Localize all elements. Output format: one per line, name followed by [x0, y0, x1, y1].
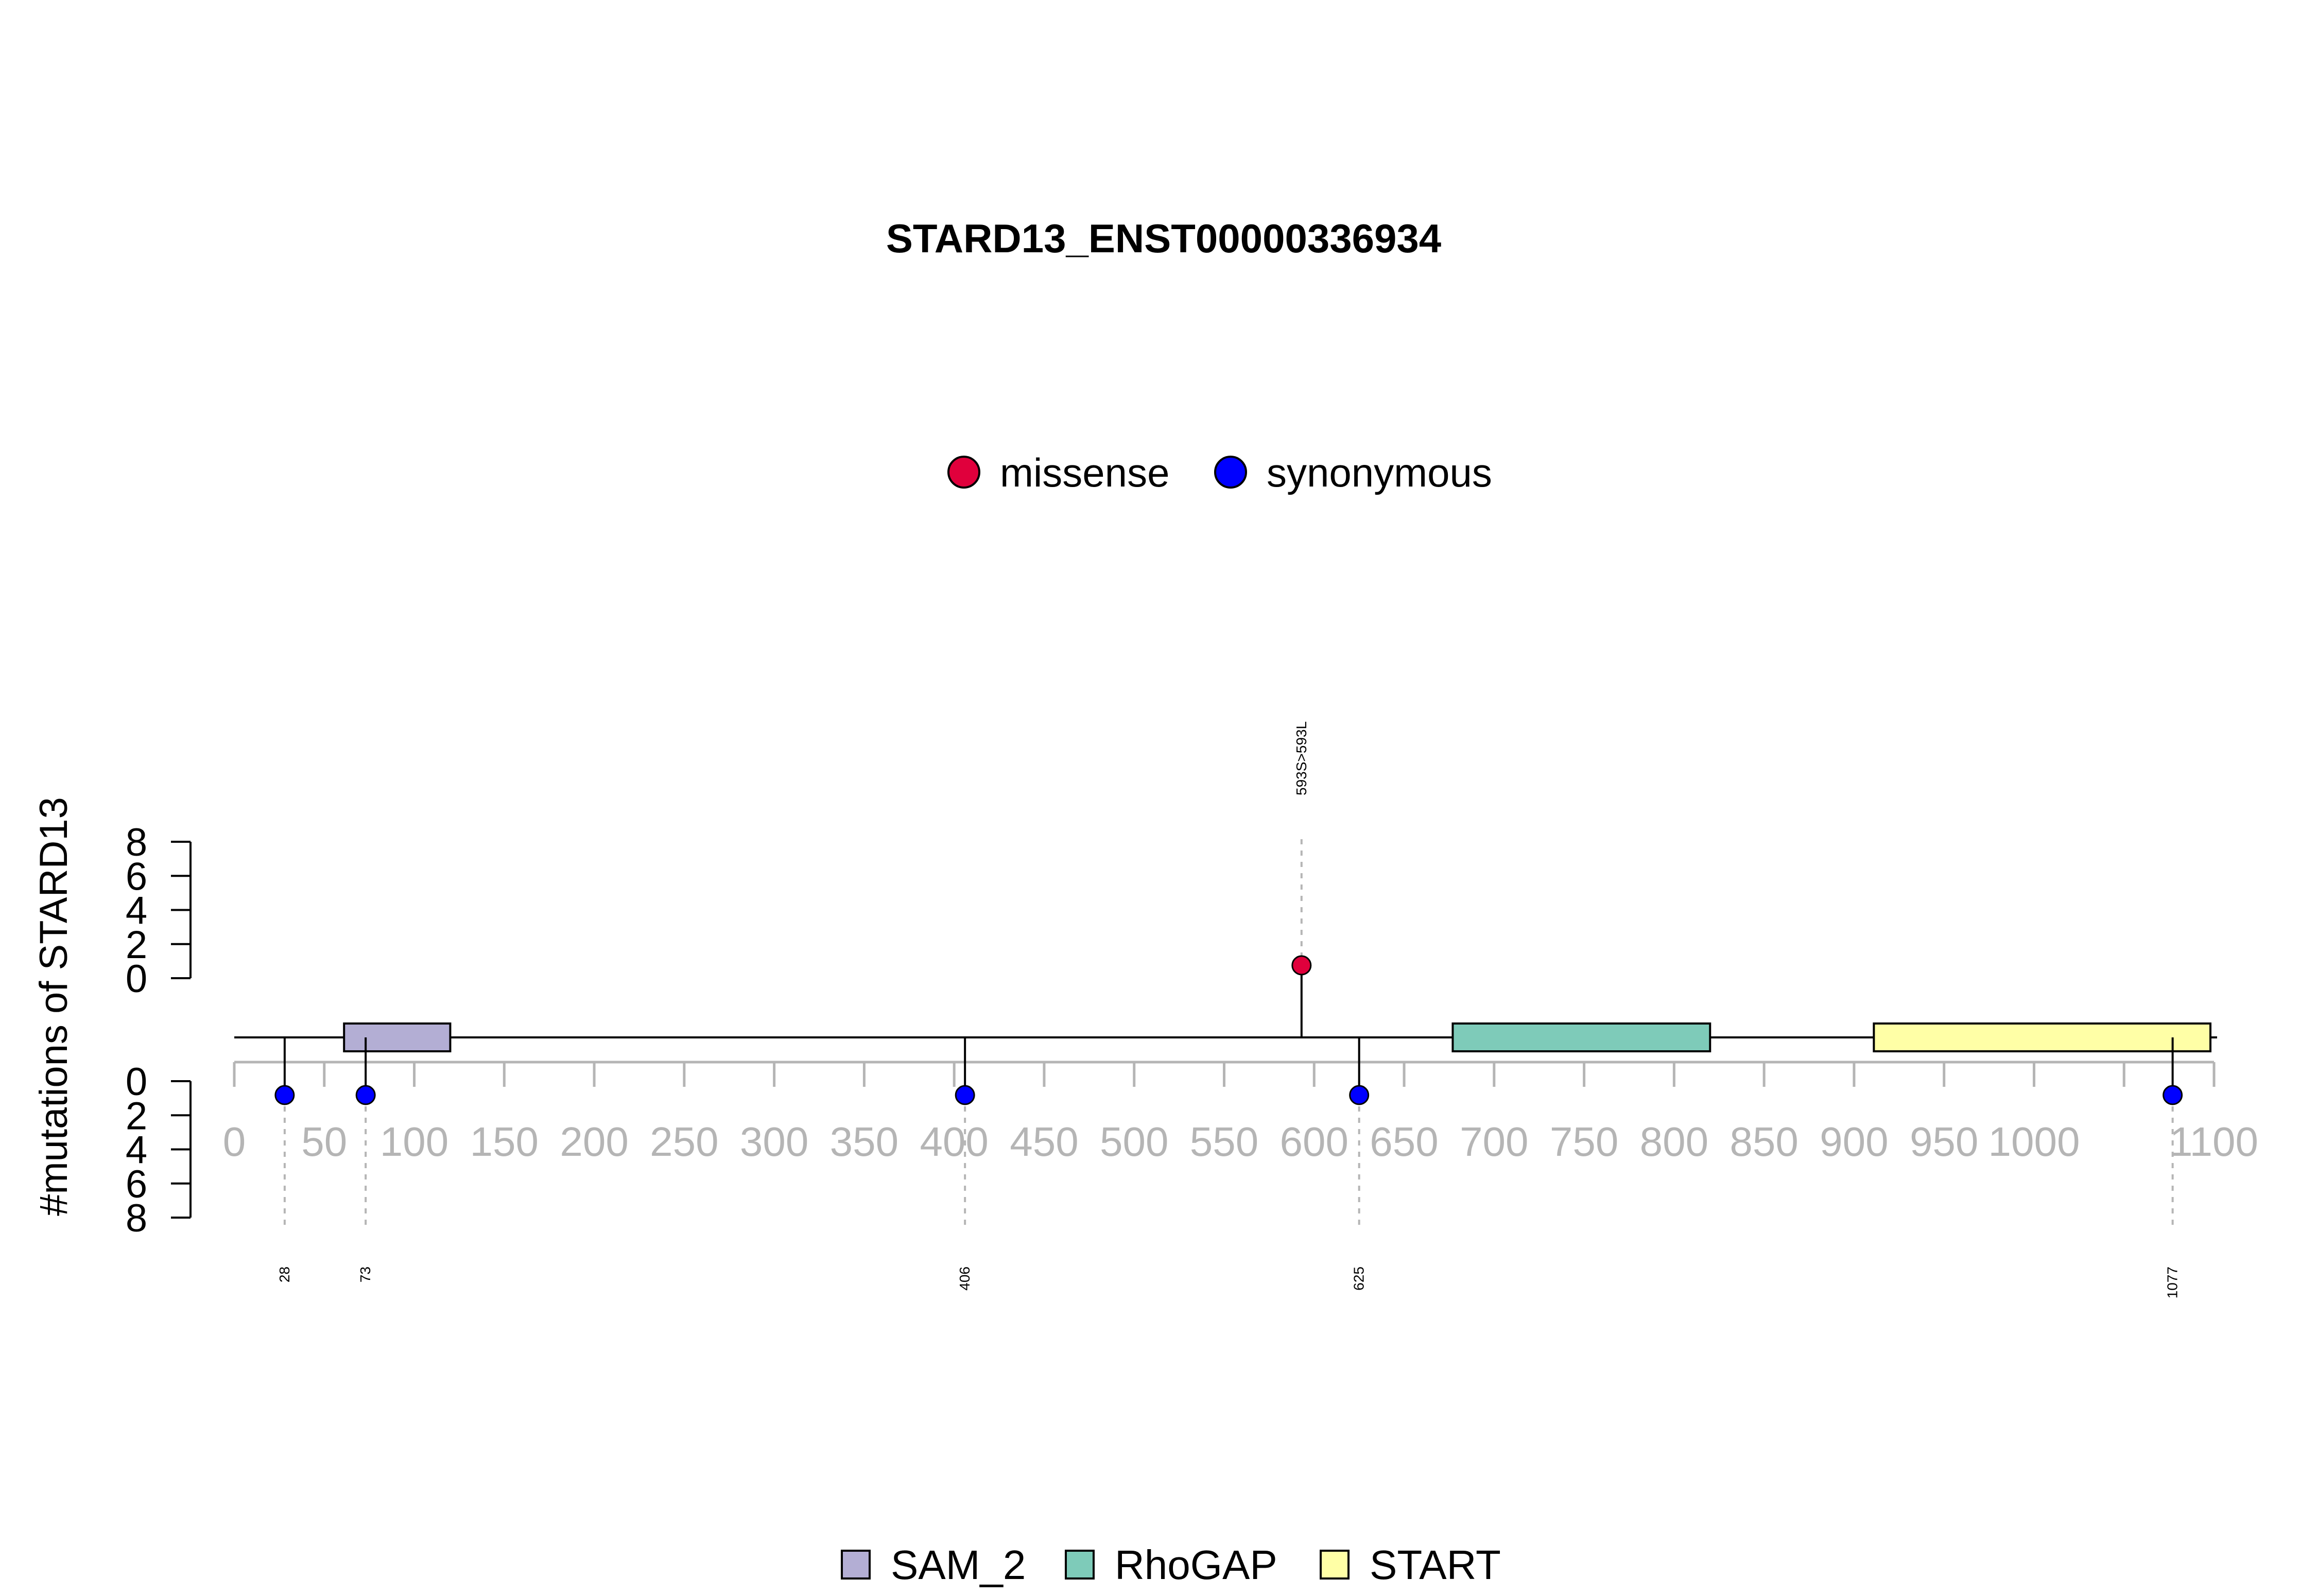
x-tick-label: 800 — [1640, 1119, 1708, 1165]
x-tick-label: 450 — [1010, 1119, 1078, 1165]
mutation-label: 625 — [1351, 1267, 1367, 1291]
x-tick-label: 100 — [380, 1119, 448, 1165]
mutation-point-synonymous — [2163, 1085, 2183, 1105]
protein-domains — [343, 1022, 2212, 1052]
y-bottom-tick-label: 4 — [126, 1129, 147, 1172]
mutation-label: 1077 — [2165, 1267, 2181, 1298]
legend-swatch-rhogap — [1065, 1550, 1095, 1580]
mutation-point-synonymous — [274, 1085, 295, 1105]
domain-sam-2 — [343, 1022, 452, 1052]
x-axis: 0 50 100 150 200 250 300 350 400 450 500 550 600 650 7… — [223, 1061, 2258, 1165]
mutation-label: 73 — [357, 1267, 373, 1282]
chart-title: STARD13_ENST00000336934 — [886, 216, 1441, 261]
legend-label-missense: missense — [1000, 450, 1169, 495]
y-top-tick-label: 2 — [126, 923, 147, 967]
mutation-lollipops: 593S>593L 28 73 406 625 1077 — [274, 721, 2183, 1298]
y-bottom-tick-label: 8 — [126, 1196, 147, 1240]
domain-rhogap — [1451, 1022, 1711, 1052]
x-tick-label: 850 — [1730, 1119, 1798, 1165]
legend-swatch-sam-2 — [841, 1550, 871, 1580]
legend-label-synonymous: synonymous — [1267, 450, 1492, 495]
y-axis-label: #mutations of STARD13 — [32, 797, 76, 1216]
legend-label-start: START — [1370, 1542, 1501, 1588]
y-top-tick-label: 6 — [126, 855, 147, 898]
x-tick-label: 600 — [1280, 1119, 1348, 1165]
x-tick-label: 1100 — [2170, 1119, 2258, 1165]
x-tick-label: 500 — [1100, 1119, 1168, 1165]
x-tick-label: 700 — [1460, 1119, 1528, 1165]
x-tick-label: 150 — [470, 1119, 539, 1165]
x-tick-label: 1000 — [1988, 1119, 2080, 1165]
mutation-type-legend: missense synonymous — [947, 450, 1492, 495]
x-tick-label: 300 — [740, 1119, 808, 1165]
domain-start — [1873, 1022, 2212, 1052]
domain-legend: SAM_2 RhoGAP START — [841, 1542, 1501, 1588]
mutation-label: 406 — [957, 1267, 973, 1291]
mutation-label: 28 — [276, 1267, 292, 1282]
x-tick-label: 900 — [1820, 1119, 1888, 1165]
x-tick-label: 350 — [830, 1119, 898, 1165]
mutation-point-missense — [1291, 955, 1312, 976]
y-top-tick-label: 4 — [126, 889, 147, 933]
x-tick-label: 950 — [1910, 1119, 1978, 1165]
y-bottom-tick-label: 0 — [126, 1060, 147, 1104]
legend-label-rhogap: RhoGAP — [1115, 1542, 1277, 1588]
x-tick-label: 550 — [1190, 1119, 1258, 1165]
x-tick-label: 0 — [223, 1119, 246, 1165]
y-top-tick-label: 8 — [126, 821, 147, 864]
y-bottom-tick-label: 6 — [126, 1163, 147, 1206]
legend-marker-missense — [947, 456, 980, 489]
mutation-point-synonymous — [1349, 1085, 1370, 1105]
x-tick-label: 200 — [560, 1119, 628, 1165]
legend-label-sam-2: SAM_2 — [891, 1542, 1026, 1588]
mutation-point-synonymous — [955, 1085, 975, 1105]
mutation-label: 593S>593L — [1293, 721, 1309, 795]
y-top-tick-label: 0 — [126, 957, 147, 1001]
x-tick-label: 400 — [920, 1119, 988, 1165]
mutation-point-synonymous — [355, 1085, 376, 1105]
y-bottom-tick-label: 2 — [126, 1094, 147, 1138]
legend-swatch-start — [1320, 1550, 1350, 1580]
x-tick-label: 250 — [650, 1119, 718, 1165]
x-tick-label: 750 — [1550, 1119, 1618, 1165]
x-tick-label: 650 — [1370, 1119, 1438, 1165]
x-tick-label: 50 — [301, 1119, 347, 1165]
legend-marker-synonymous — [1214, 456, 1247, 489]
